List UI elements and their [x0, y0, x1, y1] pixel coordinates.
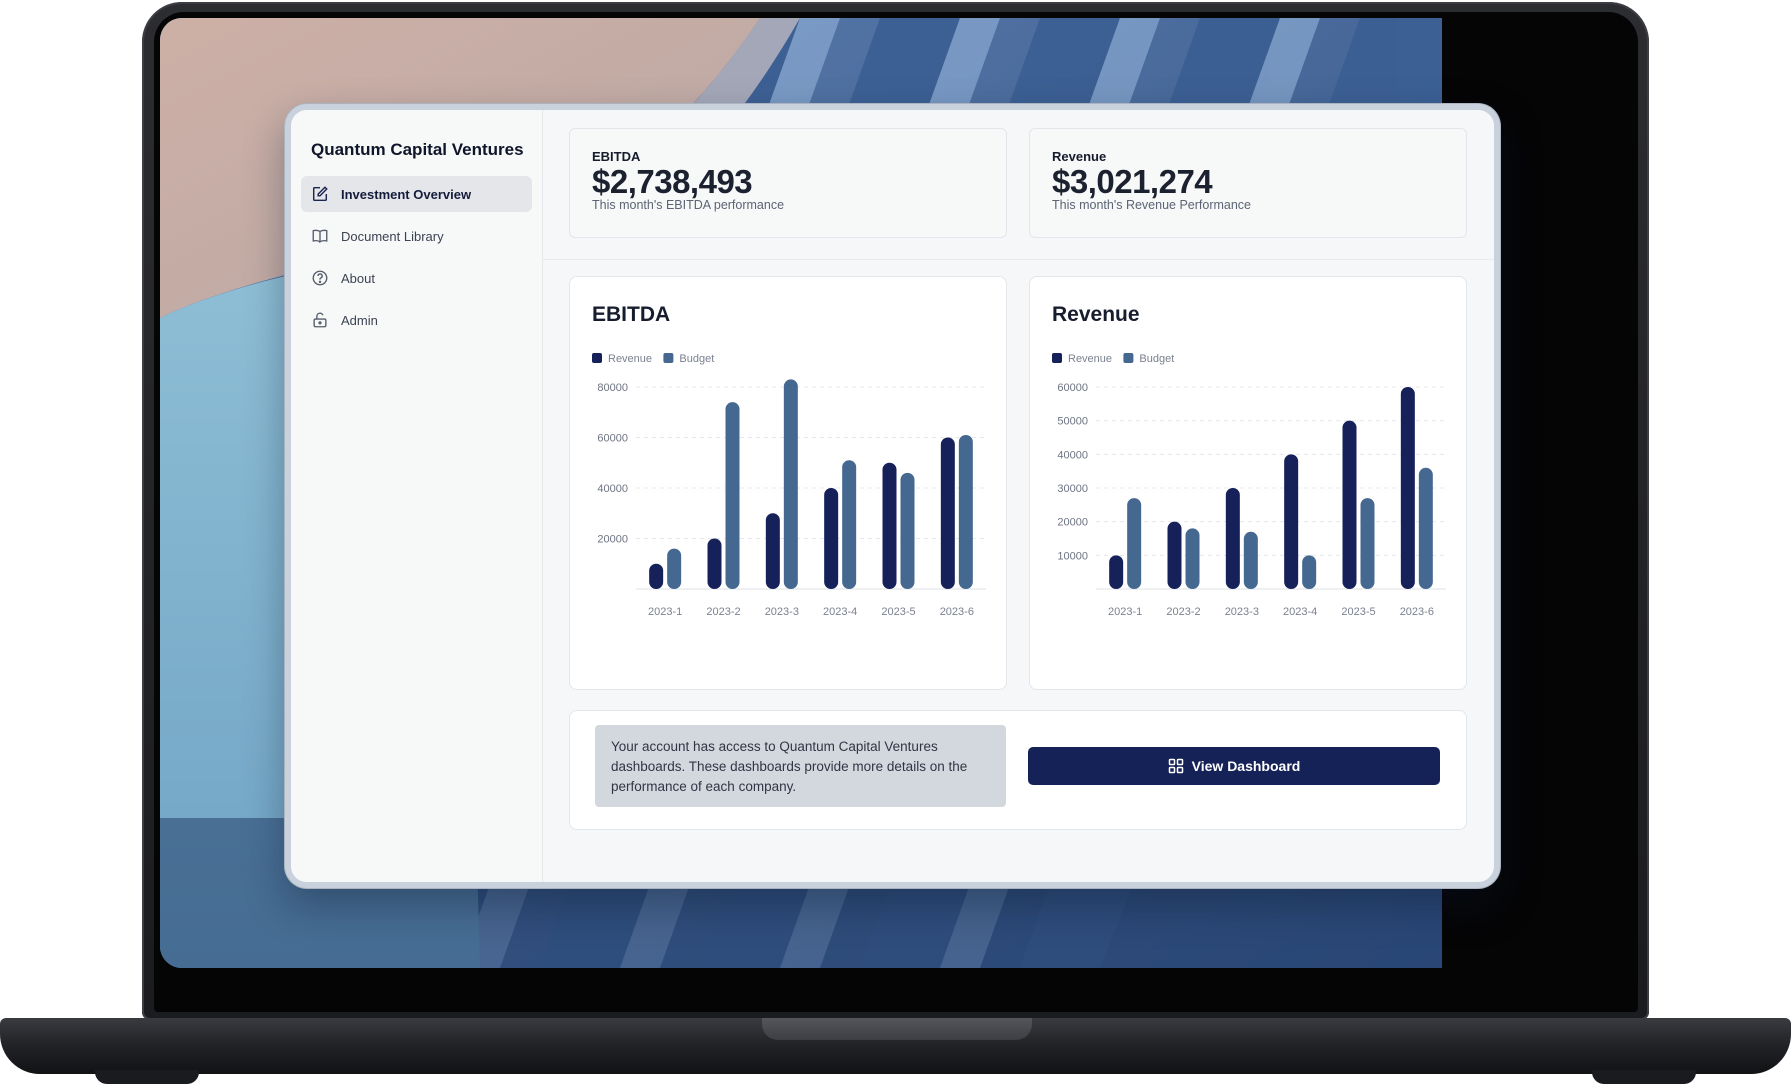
y-tick-label: 80000 — [597, 382, 628, 394]
laptop-trackpad-notch — [762, 1018, 1032, 1040]
bar-revenue-2023-5 — [1342, 420, 1357, 589]
y-tick-label: 60000 — [597, 433, 628, 445]
main-content: EBITDA $2,738,493 This month's EBITDA pe… — [543, 110, 1494, 882]
legend-label: Revenue — [608, 353, 652, 365]
x-tick-label: 2023-4 — [823, 606, 857, 618]
sidebar-item-label: Admin — [341, 312, 378, 328]
legend-label: Budget — [1139, 353, 1174, 365]
y-tick-label: 40000 — [1057, 449, 1088, 461]
sidebar-item-investment-overview[interactable]: Investment Overview — [301, 176, 532, 212]
view-dashboard-label: View Dashboard — [1191, 758, 1301, 774]
kpi-value: $2,738,493 — [592, 163, 753, 200]
bar-budget-2023-4 — [842, 460, 857, 589]
sidebar-item-document-library[interactable]: Document Library — [301, 218, 532, 254]
app-window: Quantum Capital Ventures Investment Over… — [285, 104, 1500, 888]
access-message: Your account has access to Quantum Capit… — [595, 725, 1006, 807]
bar-revenue-2023-3 — [765, 513, 780, 589]
bar-revenue-2023-1 — [649, 563, 664, 589]
chart-title: Revenue — [1052, 303, 1140, 326]
bar-revenue-2023-2 — [707, 538, 722, 589]
bar-budget-2023-1 — [1127, 498, 1142, 589]
laptop-foot-left — [95, 1070, 199, 1084]
sidebar-item-admin[interactable]: Admin — [301, 302, 532, 338]
x-tick-label: 2023-4 — [1283, 606, 1317, 618]
bar-budget-2023-6 — [1418, 467, 1433, 589]
legend-swatch — [1123, 353, 1134, 363]
x-tick-label: 2023-6 — [1400, 606, 1434, 618]
x-tick-label: 2023-2 — [1166, 606, 1200, 618]
y-tick-label: 30000 — [1057, 483, 1088, 495]
ebitda-bar-chart: Revenue Budget 20000 40000 60000 80000 2023-1 2… — [592, 353, 986, 618]
bar-budget-2023-5 — [900, 472, 915, 589]
view-dashboard-button[interactable]: View Dashboard — [1028, 747, 1440, 785]
y-tick-label: 40000 — [597, 483, 628, 495]
y-tick-label: 20000 — [597, 534, 628, 546]
dashboard-access-card: Your account has access to Quantum Capit… — [569, 710, 1467, 830]
x-tick-label: 2023-1 — [648, 606, 682, 618]
bar-budget-2023-2 — [725, 402, 740, 589]
x-tick-label: 2023-3 — [765, 606, 799, 618]
x-tick-label: 2023-3 — [1225, 606, 1259, 618]
legend-label: Revenue — [1068, 353, 1112, 365]
legend-label: Budget — [679, 353, 714, 365]
y-tick-label: 20000 — [1057, 517, 1088, 529]
bar-budget-2023-2 — [1185, 528, 1200, 589]
bar-revenue-2023-6 — [940, 437, 955, 589]
x-tick-label: 2023-5 — [881, 606, 915, 618]
bar-budget-2023-6 — [958, 434, 973, 589]
y-tick-label: 10000 — [1057, 550, 1088, 562]
sidebar: Quantum Capital Ventures Investment Over… — [291, 110, 543, 882]
edit-box-icon — [312, 186, 328, 202]
x-tick-label: 2023-1 — [1108, 606, 1142, 618]
kpi-label: EBITDA — [592, 149, 641, 164]
chart-card-revenue: Revenue Budget 10000 20000 30000 40000 50000 60… — [1029, 276, 1467, 690]
legend-swatch — [663, 353, 674, 363]
y-tick-label: 60000 — [1057, 382, 1088, 394]
kpi-card-ebitda: EBITDA $2,738,493 This month's EBITDA pe… — [569, 128, 1007, 238]
sidebar-item-label: Document Library — [341, 228, 444, 244]
bar-revenue-2023-4 — [824, 488, 839, 589]
open-book-icon — [312, 229, 328, 244]
kpi-subtitle: This month's Revenue Performance — [1052, 198, 1252, 212]
x-tick-label: 2023-6 — [940, 606, 974, 618]
unlock-icon — [313, 312, 327, 328]
x-tick-label: 2023-2 — [706, 606, 740, 618]
chart-title: EBITDA — [592, 303, 671, 326]
kpi-value: $3,021,274 — [1052, 163, 1213, 200]
bar-budget-2023-5 — [1360, 498, 1375, 589]
sidebar-item-label: Investment Overview — [341, 186, 472, 202]
legend-swatch — [592, 353, 602, 363]
bar-revenue-2023-2 — [1167, 521, 1182, 589]
bar-budget-2023-3 — [783, 379, 798, 589]
x-tick-label: 2023-5 — [1341, 606, 1375, 618]
question-circle-icon — [312, 270, 328, 286]
sidebar-item-label: About — [341, 270, 375, 286]
revenue-bar-chart: Revenue Budget 10000 20000 30000 40000 50000 60… — [1052, 353, 1446, 618]
bar-revenue-2023-1 — [1109, 555, 1124, 589]
brand-title: Quantum Capital Ventures — [311, 140, 524, 159]
kpi-label: Revenue — [1052, 149, 1107, 164]
kpi-bar: EBITDA $2,738,493 This month's EBITDA pe… — [543, 110, 1494, 260]
sidebar-item-about[interactable]: About — [301, 260, 532, 296]
y-tick-label: 50000 — [1057, 416, 1088, 428]
bar-revenue-2023-5 — [882, 462, 897, 589]
kpi-subtitle: This month's EBITDA performance — [592, 198, 785, 212]
bar-revenue-2023-6 — [1400, 387, 1415, 589]
laptop-foot-right — [1592, 1070, 1696, 1084]
bar-budget-2023-3 — [1243, 531, 1258, 589]
bar-revenue-2023-3 — [1225, 488, 1240, 589]
kpi-card-revenue: Revenue $3,021,274 This month's Revenue … — [1029, 128, 1467, 238]
bar-revenue-2023-4 — [1284, 454, 1299, 589]
chart-card-ebitda: Revenue Budget 20000 40000 60000 80000 2023-1 2… — [569, 276, 1007, 690]
legend-swatch — [1052, 353, 1062, 363]
bar-budget-2023-1 — [667, 548, 682, 589]
bar-budget-2023-4 — [1302, 555, 1317, 589]
grid-icon — [1168, 758, 1183, 774]
